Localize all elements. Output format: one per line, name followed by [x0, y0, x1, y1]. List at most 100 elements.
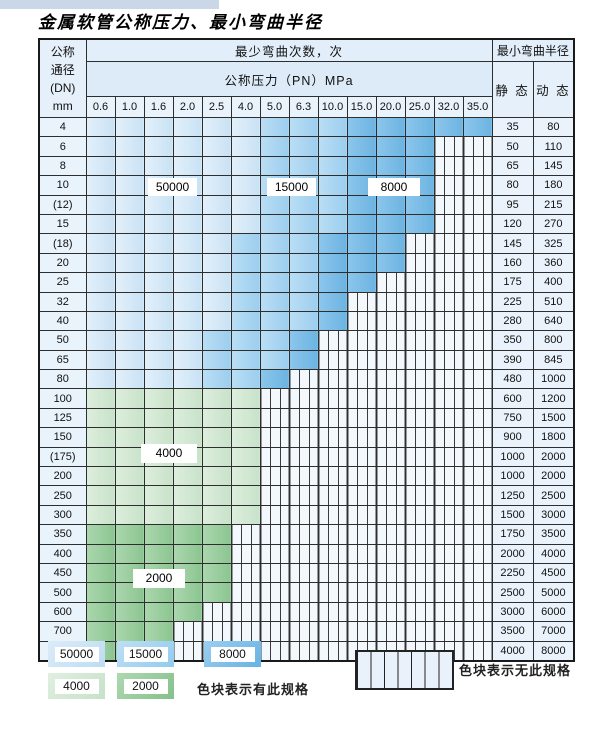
grid-cell — [201, 291, 232, 312]
grid-cell — [433, 155, 464, 177]
dn-cell: 65 — [38, 349, 87, 371]
overlay-label-15000: 15000 — [267, 178, 316, 196]
table-row: 40 280 640 — [38, 310, 575, 332]
static-radius-cell: 120 — [491, 213, 534, 235]
pressure-header: 公称压力（PN）MPa — [85, 61, 493, 97]
grid-cell — [346, 369, 377, 390]
dn-header-line: (DN) — [50, 80, 76, 95]
grid-cell — [259, 640, 290, 662]
grid-cell — [172, 116, 203, 138]
grid-cell — [375, 388, 406, 409]
static-radius-cell: 1500 — [491, 504, 534, 526]
static-radius-cell: 390 — [491, 349, 534, 371]
table-row: 450 2250 4500 — [38, 562, 575, 584]
grid-cell — [114, 252, 145, 274]
grid-cell — [462, 116, 493, 138]
grid-cell — [85, 369, 116, 390]
grid-cell — [317, 116, 348, 138]
grid-cell — [230, 582, 261, 603]
grid-cell — [462, 485, 493, 506]
grid-cell — [288, 601, 319, 623]
dynamic-radius-cell: 270 — [532, 213, 575, 235]
dynamic-radius-cell: 145 — [532, 155, 575, 177]
grid-cell — [375, 213, 406, 235]
overlay-label-2000: 2000 — [133, 569, 185, 588]
grid-cell — [317, 233, 348, 254]
grid-cell — [288, 155, 319, 177]
grid-cell — [317, 407, 348, 429]
table-row: 25 175 400 — [38, 272, 575, 293]
grid-cell — [85, 485, 116, 506]
grid-cell — [85, 291, 116, 312]
grid-cell — [114, 194, 145, 215]
grid-cell — [375, 272, 406, 293]
grid-cell — [143, 330, 174, 351]
grid-cell — [288, 136, 319, 157]
dn-cell: (175) — [38, 446, 87, 468]
grid-cell — [375, 562, 406, 584]
grid-cell — [404, 407, 435, 429]
grid-cell — [288, 504, 319, 526]
grid-cell — [288, 349, 319, 371]
static-radius-cell: 900 — [491, 427, 534, 448]
grid-cell — [114, 407, 145, 429]
grid-cell — [114, 136, 145, 157]
grid-cell — [317, 194, 348, 215]
grid-cell — [85, 213, 116, 235]
table-row: 8 65 145 — [38, 155, 575, 177]
grid-cell — [462, 582, 493, 603]
grid-cell — [259, 349, 290, 371]
grid-cell — [462, 272, 493, 293]
grid-cell — [230, 272, 261, 293]
table-row: 150 900 1800 — [38, 427, 575, 448]
grid-cell — [462, 640, 493, 662]
grid-cell — [404, 272, 435, 293]
grid-cell — [172, 233, 203, 254]
dynamic-radius-cell: 1000 — [532, 369, 575, 390]
grid-cell — [433, 621, 464, 642]
grid-cell — [230, 349, 261, 371]
grid-cell — [201, 601, 232, 623]
grid-cell — [143, 310, 174, 332]
grid-cell — [346, 272, 377, 293]
grid-cell — [404, 446, 435, 468]
static-radius-cell: 600 — [491, 388, 534, 409]
grid-cell — [346, 407, 377, 429]
grid-cell — [85, 466, 116, 487]
overlay-label-8000: 8000 — [368, 178, 420, 196]
dn-cell: 300 — [38, 504, 87, 526]
grid-cell — [143, 272, 174, 293]
dn-header-line: 公称 — [50, 44, 75, 59]
grid-cell — [259, 504, 290, 526]
grid-cell — [375, 136, 406, 157]
table-row: 100 600 1200 — [38, 388, 575, 409]
grid-cell — [85, 621, 116, 642]
dn-header-line: mm — [52, 98, 73, 113]
grid-cell — [288, 272, 319, 293]
grid-cell — [317, 330, 348, 351]
grid-cell — [317, 524, 348, 545]
grid-cell — [201, 213, 232, 235]
top-strip-decoration — [0, 0, 219, 9]
grid-cell — [346, 524, 377, 545]
dn-cell: 100 — [38, 388, 87, 409]
overlay-label-4000: 4000 — [141, 444, 197, 463]
grid-cell — [85, 601, 116, 623]
grid-cell — [346, 233, 377, 254]
dn-cell: 150 — [38, 427, 87, 448]
static-radius-cell: 2500 — [491, 582, 534, 603]
grid-cell — [259, 621, 290, 642]
grid-cell — [404, 524, 435, 545]
grid-cell — [114, 427, 145, 448]
grid-cell — [462, 155, 493, 177]
grid-cell — [433, 485, 464, 506]
grid-cell — [172, 349, 203, 371]
grid-cell — [143, 407, 174, 429]
grid-cell — [288, 388, 319, 409]
dynamic-radius-cell: 845 — [532, 349, 575, 371]
grid-cell — [288, 446, 319, 468]
dynamic-radius-cell: 180 — [532, 175, 575, 196]
grid-cell — [172, 640, 203, 662]
grid-cell — [143, 155, 174, 177]
